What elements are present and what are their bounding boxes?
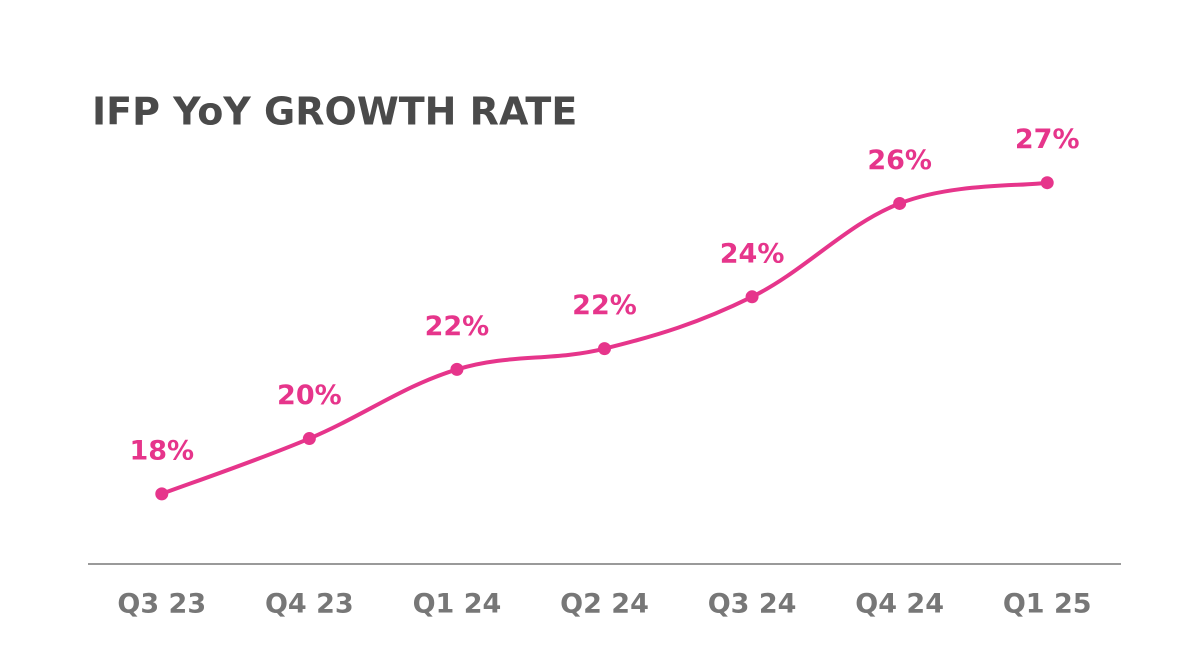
- x-tick-label: Q2 24: [560, 589, 649, 620]
- x-tick-label: Q3 23: [117, 589, 206, 620]
- x-tick-label: Q1 25: [1003, 589, 1092, 620]
- point: [598, 342, 611, 356]
- line: [161, 180, 1048, 496]
- x-tick-label: Q4 24: [855, 589, 944, 620]
- x-tick-label: Q3 24: [708, 589, 797, 620]
- data-label: 27%: [1015, 124, 1080, 155]
- point: [155, 487, 169, 501]
- data-label: 26%: [867, 145, 932, 176]
- point: [893, 196, 907, 210]
- point: [302, 432, 316, 446]
- x-tick-label: Q4 23: [265, 589, 354, 620]
- data-label: 18%: [129, 435, 194, 466]
- point: [450, 362, 464, 376]
- data-label: 22%: [425, 311, 490, 342]
- chart-title: IFP YoY GROWTH RATE: [92, 90, 577, 134]
- point: [1040, 176, 1054, 190]
- x-tick-label: Q1 24: [413, 589, 502, 620]
- data-label: 20%: [277, 380, 342, 411]
- data-label: 24%: [720, 238, 785, 269]
- point: [745, 290, 759, 304]
- data-label: 22%: [572, 290, 637, 321]
